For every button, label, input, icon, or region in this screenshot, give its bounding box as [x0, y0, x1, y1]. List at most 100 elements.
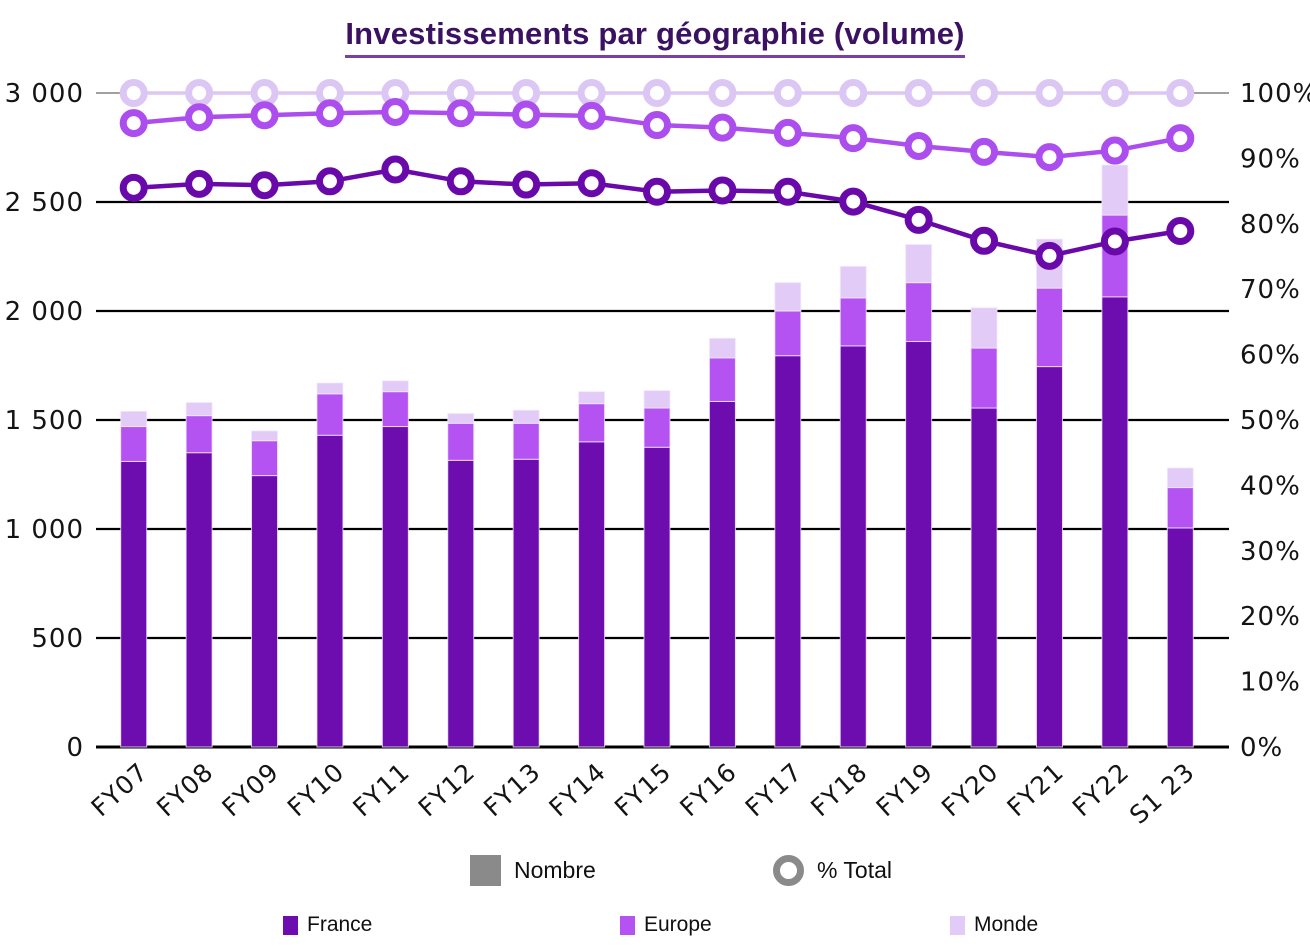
bar-segment-monde-FY10 — [316, 382, 344, 395]
bar-segment-france-FY22 — [1101, 296, 1129, 748]
left-axis-tick-label: 1 500 — [5, 406, 84, 436]
marker-france-total-FY10 — [315, 167, 344, 196]
right-axis-tick-label: 80% — [1240, 210, 1301, 240]
bar-segment-france-FY12 — [447, 459, 475, 748]
marker-europe-total-FY13 — [512, 100, 541, 129]
marker-europe-total-FY09 — [250, 101, 279, 130]
legend-series-row: France Europe Monde — [0, 905, 1310, 945]
right-axis-tick-label: 10% — [1240, 668, 1301, 698]
legend-item-nombre: Nombre — [470, 850, 596, 890]
marker-monde-total-FY07 — [119, 79, 148, 107]
x-axis-tick-label: FY07 — [86, 757, 154, 822]
bar-segment-europe-FY12 — [447, 422, 475, 461]
x-axis-tick-label: FY17 — [740, 757, 808, 822]
france-swatch-icon — [283, 915, 298, 935]
marker-france-total-FY15 — [643, 177, 671, 206]
bar-segment-france-FY08 — [185, 452, 213, 748]
marker-monde-total-FY21 — [1035, 79, 1064, 107]
legend-label: France — [307, 913, 373, 936]
bar-segment-europe-FY08 — [185, 415, 213, 454]
bar-segment-france-S123 — [1166, 527, 1194, 748]
bar-segment-monde-FY16 — [708, 337, 736, 359]
x-axis-tick-label: FY16 — [674, 757, 742, 822]
marker-europe-total-FY19 — [904, 131, 933, 160]
right-axis-tick-label: 70% — [1240, 275, 1301, 305]
bar-segment-monde-FY12 — [447, 412, 475, 424]
bar-segment-france-FY15 — [643, 446, 671, 748]
legend-label: Europe — [644, 913, 712, 936]
legend-label: Nombre — [514, 856, 596, 883]
bar-segment-france-FY13 — [512, 458, 540, 748]
x-axis-labels: FY07FY08FY09FY10FY11FY12FY13FY14FY15FY16… — [86, 757, 1201, 830]
bar-segment-france-FY16 — [708, 400, 736, 748]
marker-monde-total-FY08 — [185, 79, 214, 107]
x-axis-tick-label: FY13 — [478, 757, 546, 822]
bar-segment-france-FY14 — [578, 441, 606, 748]
bar-segment-europe-FY14 — [578, 403, 606, 443]
x-axis-tick-label: FY19 — [871, 757, 939, 822]
bar-segment-monde-FY08 — [185, 402, 213, 417]
bar-segment-france-FY19 — [905, 341, 933, 748]
bar-segment-europe-FY07 — [120, 426, 148, 462]
marker-france-total-FY20 — [970, 226, 999, 255]
marker-europe-total-S123 — [1166, 124, 1195, 153]
marker-europe-total-FY21 — [1035, 143, 1064, 172]
left-axis-tick-label: 500 — [31, 624, 84, 654]
bar-segment-europe-FY13 — [512, 422, 540, 460]
bar-segment-monde-FY19 — [905, 244, 933, 284]
chart-title: Investissements par géographie (volume) — [345, 16, 965, 58]
bar-segment-monde-FY14 — [578, 391, 606, 405]
bar-segment-monde-FY07 — [120, 410, 148, 428]
marker-europe-total-FY18 — [839, 124, 868, 153]
marker-europe-total-FY08 — [185, 103, 214, 132]
x-axis-tick-label: FY22 — [1067, 757, 1135, 822]
bar-segment-monde-S123 — [1166, 467, 1194, 489]
marker-monde-total-FY18 — [839, 79, 868, 107]
bar-segment-france-FY17 — [774, 355, 802, 748]
bar-segment-france-FY11 — [381, 426, 409, 748]
legend-label: % Total — [817, 856, 893, 883]
bar-segment-france-FY18 — [839, 345, 867, 748]
bar-segment-europe-FY22 — [1101, 214, 1129, 298]
marker-monde-total-FY20 — [970, 79, 999, 107]
marker-france-total-FY19 — [904, 205, 933, 234]
marker-france-total-FY11 — [381, 155, 410, 184]
nombre-square-icon — [470, 854, 501, 886]
marker-europe-total-FY11 — [381, 97, 410, 126]
bar-segment-france-FY09 — [251, 475, 279, 748]
bar-segment-monde-FY11 — [381, 380, 409, 393]
marker-france-total-FY08 — [185, 169, 214, 198]
bar-segment-monde-FY17 — [774, 282, 802, 312]
x-axis-tick-label: FY09 — [216, 757, 284, 822]
marker-monde-total-S123 — [1166, 79, 1195, 107]
bar-segment-europe-FY17 — [774, 310, 802, 357]
marker-france-total-FY18 — [839, 187, 868, 216]
right-axis-tick-label: 40% — [1240, 471, 1301, 501]
x-axis-tick-label: FY11 — [347, 757, 415, 822]
marker-europe-total-FY15 — [643, 111, 671, 140]
x-axis-tick-label: FY15 — [609, 757, 677, 822]
marker-europe-total-FY07 — [119, 109, 148, 138]
marker-monde-total-FY13 — [512, 79, 541, 107]
marker-europe-total-FY16 — [708, 113, 737, 142]
legend-item-europe: Europe — [620, 905, 712, 945]
x-axis-tick-label: S1 23 — [1124, 757, 1200, 830]
marker-monde-total-FY22 — [1100, 79, 1129, 107]
x-axis-tick-label: FY10 — [282, 757, 350, 822]
marker-monde-total-FY15 — [643, 79, 671, 107]
marker-europe-total-FY20 — [970, 137, 999, 166]
marker-europe-total-FY12 — [446, 99, 475, 128]
bar-segment-europe-FY10 — [316, 393, 344, 436]
bar-segment-europe-FY16 — [708, 357, 736, 402]
x-axis-tick-label: FY12 — [413, 757, 481, 822]
marker-france-total-FY12 — [446, 167, 475, 196]
bar-segment-europe-FY21 — [1035, 287, 1063, 368]
x-axis-tick-label: FY14 — [544, 757, 612, 822]
bar-segment-monde-FY20 — [970, 307, 998, 349]
legend-item-france: France — [283, 905, 372, 945]
legend-item--total: % Total — [773, 850, 892, 890]
marker-monde-total-FY19 — [904, 79, 933, 107]
right-axis-tick-label: 60% — [1240, 341, 1301, 371]
